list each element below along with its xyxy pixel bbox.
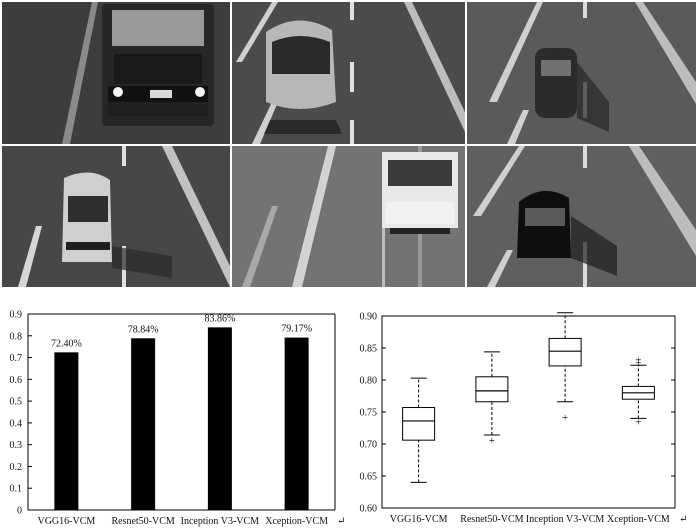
box-outlier: + <box>489 435 495 447</box>
box-ytick-label: 0.60 <box>360 504 378 515</box>
box-xtick-label: VGG16-VCM <box>390 514 448 525</box>
photo-bus-front <box>232 2 465 144</box>
box-outlier: + <box>562 412 568 424</box>
bar-ytick-label: 0.7 <box>10 353 23 364</box>
box-iqr <box>548 337 582 367</box>
vehicle-image-grid <box>2 2 696 287</box>
bar <box>54 352 79 510</box>
box-ytick-label: 0.65 <box>360 472 378 483</box>
photo-car-top <box>467 2 696 144</box>
box-outlier: + <box>635 417 641 429</box>
bar-data-label: 79.17% <box>281 324 312 335</box>
box-ytick-label: 0.80 <box>360 376 378 387</box>
box-iqr <box>621 385 655 400</box>
bar-xtick-label: Inception V3-VCM <box>181 516 260 527</box>
box-outlier: + <box>635 355 641 367</box>
bar-ytick-label: 0.4 <box>10 418 23 429</box>
box-xtick-label: Inception V3-VCM <box>526 514 605 525</box>
box-xtick-label: Xception-VCM <box>607 514 670 525</box>
photo-van-front <box>2 146 230 287</box>
bar-data-label: 72.40% <box>51 338 82 349</box>
box-iqr <box>475 376 509 403</box>
bar-xtick-label: Resnet50-VCM <box>111 516 174 527</box>
bar-data-label: 83.86% <box>204 313 235 324</box>
bar-xtick-label: Xception-VCM <box>265 516 328 527</box>
box-ytick-label: 0.90 <box>360 312 378 323</box>
box-ytick-label: 0.70 <box>360 440 378 451</box>
bar-ytick-label: 0.3 <box>10 440 23 451</box>
bar-ytick-label: 0.2 <box>10 462 23 473</box>
bar-xtick-label: VGG16-VCM <box>37 516 95 527</box>
box-trailing-mark: ↵ <box>679 514 687 525</box>
bar <box>284 337 309 510</box>
photo-truck-front <box>2 2 230 144</box>
accuracy-bar-chart: 0 0.1 0.2 0.3 0.4 0.5 0.6 0.7 0.8 0.9 72.40% VGG16-… <box>10 310 346 528</box>
bar-trailing-mark: ↵ <box>337 516 345 527</box>
bar-ytick-label: 0.5 <box>10 397 23 408</box>
bar-ytick-label: 0.9 <box>10 310 23 321</box>
box-iqr <box>402 407 436 441</box>
bar-ytick-label: 0.8 <box>10 331 23 342</box>
bar <box>131 338 156 510</box>
photo-light-truck-front <box>232 146 465 287</box>
bar-ytick-label: 0.1 <box>10 484 23 495</box>
box-plot-frame <box>381 315 676 509</box>
box-ytick-label: 0.75 <box>360 408 378 419</box>
bar <box>207 327 232 510</box>
bar-ytick-label: 0.6 <box>10 375 23 386</box>
box-outlier: + <box>635 358 641 370</box>
photo-black-sedan <box>467 146 696 287</box>
box-xtick-label: Resnet50-VCM <box>460 514 523 525</box>
bar-data-label: 78.84% <box>128 324 159 335</box>
box-ytick-label: 0.85 <box>360 344 378 355</box>
bar-ytick-label: 0 <box>17 506 22 517</box>
